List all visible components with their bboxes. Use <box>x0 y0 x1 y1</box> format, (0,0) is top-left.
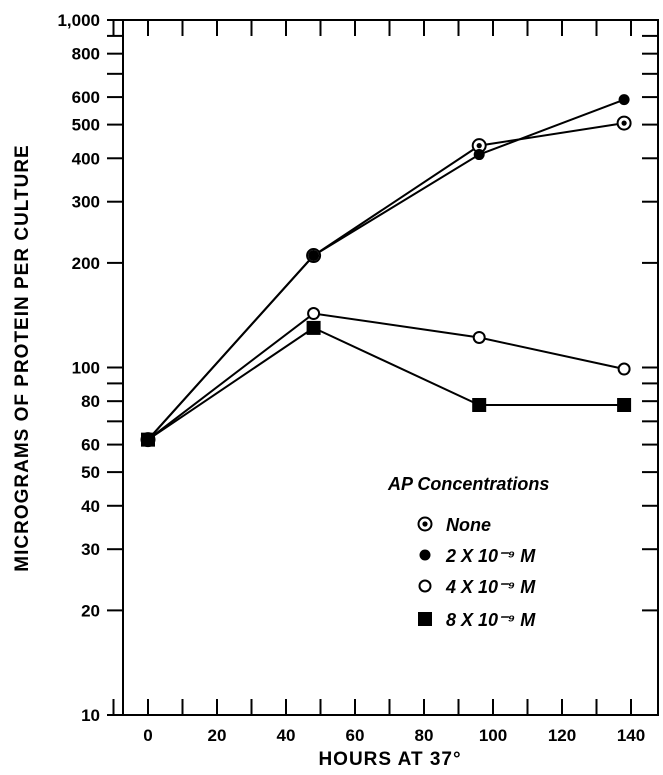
y-tick-label: 300 <box>72 193 100 212</box>
y-tick-label: 100 <box>72 359 100 378</box>
data-point <box>141 432 155 447</box>
axis-ticks <box>107 19 658 716</box>
x-tick-label: 120 <box>548 726 576 745</box>
legend-title: AP Concentrations <box>387 474 549 494</box>
y-tick-label: 50 <box>81 463 100 482</box>
y-tick-label: 60 <box>81 436 100 455</box>
series-line <box>147 326 625 441</box>
y-tick-label: 40 <box>81 497 100 516</box>
tick-labels: 0 20 40 60 80 100 120 140 10 20 30 40 50 60 80 100 200 30… <box>57 11 645 745</box>
series-line <box>147 98 625 441</box>
data-point <box>307 307 321 321</box>
legend-label: 8 X 10⁻⁹ M <box>446 610 536 630</box>
legend-label: None <box>446 515 491 535</box>
plot-frame <box>122 19 659 716</box>
y-axis-title: MICROGRAMS OF PROTEIN PER CULTURE <box>12 144 33 571</box>
series-4-points <box>141 320 632 447</box>
series-4 <box>147 326 625 441</box>
data-point <box>308 250 320 262</box>
legend-entry: None <box>417 515 491 535</box>
x-tick-label: 60 <box>346 726 365 745</box>
data-point-center <box>476 143 482 149</box>
y-tick-label: 20 <box>81 601 100 620</box>
x-tick-label: 20 <box>208 726 227 745</box>
series-3-points <box>141 307 631 447</box>
y-tick-label: 800 <box>72 45 100 64</box>
series-3 <box>147 312 625 441</box>
data-point <box>473 149 485 161</box>
y-tick-label: 600 <box>72 88 100 107</box>
data-point <box>617 362 631 376</box>
data-point <box>306 320 321 335</box>
series-layer <box>140 94 632 448</box>
x-tick-label: 100 <box>479 726 507 745</box>
legend-marker <box>418 612 432 626</box>
legend-entry: 8 X 10⁻⁹ M <box>418 610 536 630</box>
y-tick-label: 80 <box>81 392 100 411</box>
x-tick-label: 80 <box>415 726 434 745</box>
data-point <box>618 94 630 106</box>
y-tick-label: 1,000 <box>57 11 100 30</box>
legend-marker <box>418 579 432 593</box>
data-point-center <box>621 120 627 126</box>
legend-marker-center <box>422 521 428 527</box>
data-point <box>472 397 487 412</box>
series-2 <box>147 98 625 441</box>
x-tick-label: 40 <box>277 726 296 745</box>
x-tick-label: 0 <box>143 726 152 745</box>
legend-marker <box>419 549 431 561</box>
y-tick-label: 30 <box>81 540 100 559</box>
series-1-points <box>140 115 632 448</box>
y-tick-label: 10 <box>81 706 100 725</box>
data-point <box>617 397 632 412</box>
series-line <box>147 312 625 441</box>
y-tick-label: 400 <box>72 149 100 168</box>
y-tick-label: 200 <box>72 254 100 273</box>
legend-entry: 4 X 10⁻⁹ M <box>418 577 536 597</box>
legend-label: 4 X 10⁻⁹ M <box>445 577 536 597</box>
data-point <box>472 330 486 344</box>
y-tick-label: 500 <box>72 116 100 135</box>
legend: None 2 X 10⁻⁹ M 4 X 10⁻⁹ M 8 X 10⁻⁹ M <box>417 515 536 630</box>
legend-entry: 2 X 10⁻⁹ M <box>419 546 536 566</box>
x-axis-title: HOURS AT 37° <box>318 749 461 770</box>
x-tick-label: 140 <box>617 726 645 745</box>
series-2-points <box>142 94 630 446</box>
legend-label: 2 X 10⁻⁹ M <box>445 546 536 566</box>
